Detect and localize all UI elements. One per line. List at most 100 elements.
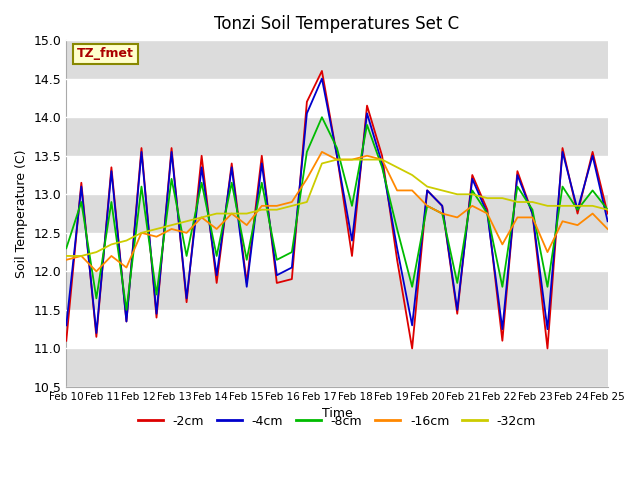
- -4cm: [273, 272, 281, 278]
- -4cm: [198, 165, 205, 170]
- -8cm: [273, 257, 281, 263]
- -16cm: [243, 222, 251, 228]
- -4cm: [303, 110, 311, 116]
- -32cm: [273, 207, 281, 213]
- -16cm: [63, 257, 70, 263]
- -32cm: [513, 199, 521, 205]
- -16cm: [513, 215, 521, 220]
- -8cm: [604, 207, 611, 213]
- Legend: -2cm, -4cm, -8cm, -16cm, -32cm: -2cm, -4cm, -8cm, -16cm, -32cm: [132, 410, 541, 433]
- -8cm: [423, 203, 431, 209]
- -4cm: [363, 110, 371, 116]
- -2cm: [138, 145, 145, 151]
- -2cm: [438, 203, 446, 209]
- -8cm: [228, 180, 236, 186]
- -32cm: [589, 203, 596, 209]
- -2cm: [153, 315, 161, 321]
- -16cm: [438, 211, 446, 216]
- -2cm: [213, 280, 221, 286]
- -32cm: [303, 199, 311, 205]
- -4cm: [589, 153, 596, 158]
- -16cm: [408, 188, 416, 193]
- -16cm: [468, 203, 476, 209]
- -32cm: [258, 207, 266, 213]
- -4cm: [499, 326, 506, 332]
- -32cm: [559, 203, 566, 209]
- -2cm: [93, 334, 100, 340]
- -32cm: [468, 192, 476, 197]
- -16cm: [303, 176, 311, 182]
- -32cm: [453, 192, 461, 197]
- -32cm: [348, 156, 356, 162]
- -4cm: [559, 149, 566, 155]
- -4cm: [393, 245, 401, 251]
- -4cm: [333, 153, 340, 158]
- -16cm: [604, 226, 611, 232]
- -16cm: [273, 203, 281, 209]
- -16cm: [423, 203, 431, 209]
- -2cm: [378, 153, 386, 158]
- -32cm: [499, 195, 506, 201]
- -32cm: [138, 230, 145, 236]
- -2cm: [108, 165, 115, 170]
- -16cm: [559, 218, 566, 224]
- -32cm: [183, 218, 191, 224]
- -8cm: [213, 253, 221, 259]
- -8cm: [288, 249, 296, 255]
- -8cm: [408, 284, 416, 289]
- -16cm: [573, 222, 581, 228]
- -32cm: [123, 238, 131, 243]
- -4cm: [438, 203, 446, 209]
- -4cm: [228, 165, 236, 170]
- -2cm: [123, 319, 131, 324]
- -2cm: [589, 149, 596, 155]
- -4cm: [408, 323, 416, 328]
- -2cm: [529, 211, 536, 216]
- -2cm: [168, 145, 175, 151]
- -8cm: [183, 253, 191, 259]
- -2cm: [468, 172, 476, 178]
- -2cm: [333, 153, 340, 158]
- -8cm: [123, 307, 131, 313]
- -16cm: [288, 199, 296, 205]
- -2cm: [273, 280, 281, 286]
- -2cm: [604, 211, 611, 216]
- -16cm: [108, 253, 115, 259]
- -4cm: [213, 272, 221, 278]
- Bar: [67, 348, 607, 387]
- -8cm: [559, 184, 566, 190]
- -4cm: [378, 161, 386, 167]
- -2cm: [408, 346, 416, 351]
- -8cm: [168, 176, 175, 182]
- -2cm: [363, 103, 371, 108]
- -32cm: [543, 203, 551, 209]
- -8cm: [198, 180, 205, 186]
- -16cm: [77, 253, 85, 259]
- -32cm: [77, 253, 85, 259]
- -32cm: [93, 249, 100, 255]
- -2cm: [453, 311, 461, 317]
- -16cm: [183, 230, 191, 236]
- -4cm: [77, 184, 85, 190]
- -4cm: [573, 207, 581, 213]
- -2cm: [63, 338, 70, 344]
- -4cm: [513, 172, 521, 178]
- -16cm: [589, 211, 596, 216]
- X-axis label: Time: Time: [321, 408, 353, 420]
- -32cm: [198, 215, 205, 220]
- -8cm: [513, 184, 521, 190]
- -8cm: [453, 280, 461, 286]
- -4cm: [243, 284, 251, 289]
- -32cm: [288, 203, 296, 209]
- -16cm: [529, 215, 536, 220]
- -8cm: [393, 226, 401, 232]
- -16cm: [453, 215, 461, 220]
- -32cm: [378, 156, 386, 162]
- -2cm: [303, 99, 311, 105]
- -2cm: [423, 188, 431, 193]
- -8cm: [573, 207, 581, 213]
- -8cm: [153, 292, 161, 298]
- -16cm: [318, 149, 326, 155]
- -2cm: [348, 253, 356, 259]
- -32cm: [438, 188, 446, 193]
